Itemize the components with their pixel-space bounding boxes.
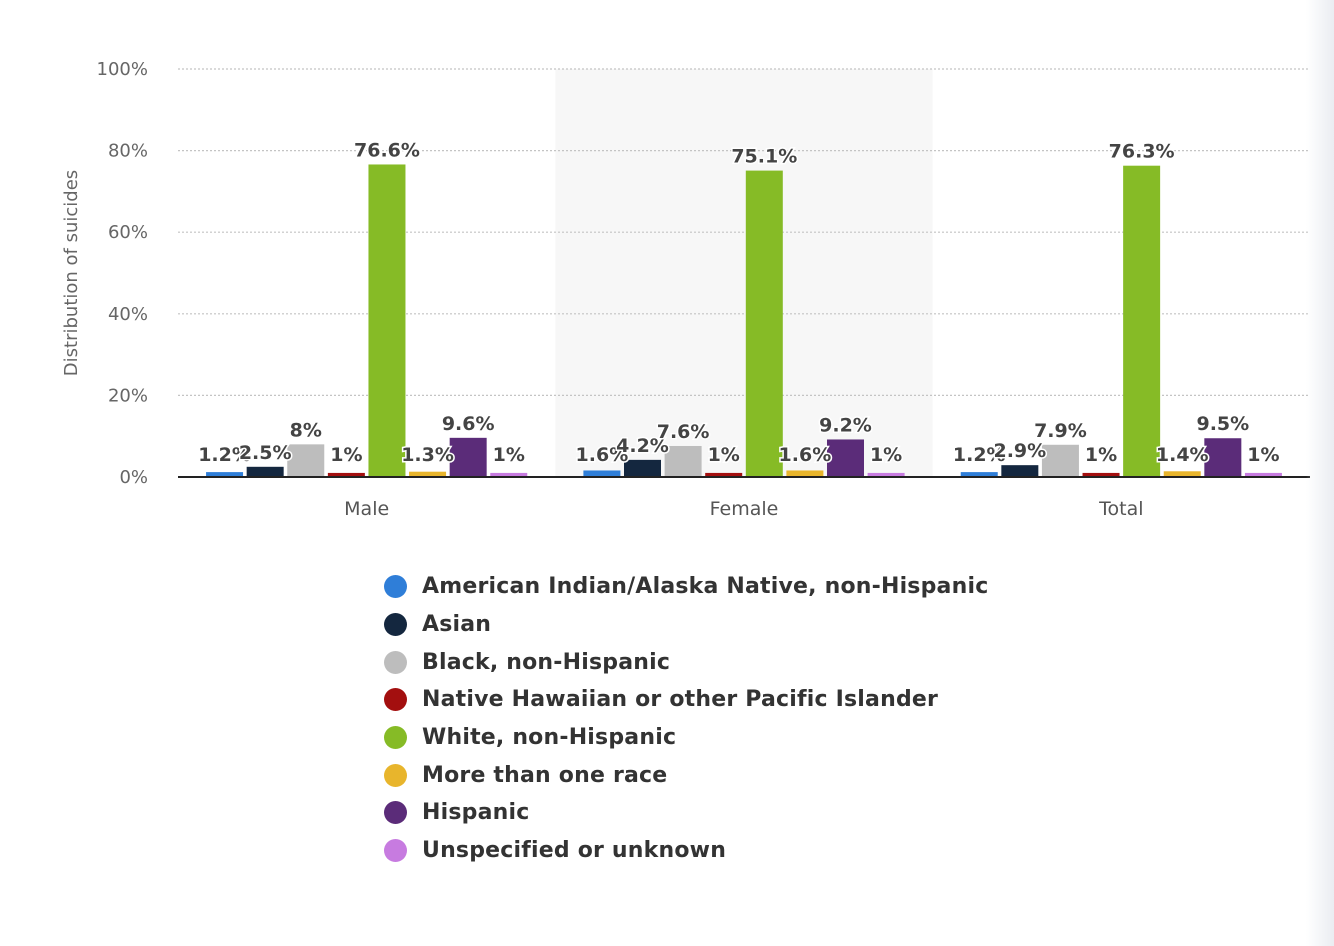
legend-item[interactable]: Black, non-Hispanic (384, 643, 988, 681)
data-labels: 1.2%2.5%8%1%76.6%1.3%9.6%1% 1.6%4.2%7.6%1… (197, 138, 1281, 468)
legend-marker (384, 763, 407, 787)
data-label: 1.2% (953, 444, 1006, 466)
category-highlight-band (555, 69, 933, 477)
data-label: 7.9% (1034, 420, 1087, 442)
data-label: 1.3% (401, 444, 454, 466)
data-label: 7.6% (657, 421, 710, 443)
y-tick-label: 100% (97, 59, 148, 80)
bar (1244, 472, 1282, 477)
bar (1123, 165, 1161, 478)
legend-label: More than one race (422, 762, 668, 788)
data-label: 75.1% (731, 146, 797, 168)
legend-label: Native Hawaiian or other Pacific Islande… (422, 687, 939, 713)
legend-label: Asian (422, 612, 492, 638)
bar (1082, 472, 1120, 477)
bar (786, 470, 824, 477)
data-label: 9.2% (819, 414, 872, 436)
bar (327, 472, 365, 477)
bar (1001, 465, 1039, 477)
bar (664, 445, 702, 477)
data-label: 1.6% (576, 444, 629, 466)
data-label: 2.9% (993, 440, 1046, 462)
legend-item[interactable]: Hispanic (384, 794, 988, 832)
x-axis: Male Female Total (344, 498, 1143, 520)
legend-marker (384, 575, 407, 599)
bar (1041, 444, 1079, 477)
y-tick-label: 0% (119, 467, 148, 488)
legend-label: Hispanic (422, 800, 530, 826)
bar (368, 164, 406, 478)
page-edge-shadow (1306, 0, 1334, 946)
bar (624, 459, 661, 477)
bar (745, 170, 783, 478)
data-label: 1% (870, 444, 902, 466)
data-label: 1.4% (1156, 444, 1209, 466)
bars (206, 164, 1282, 478)
y-tick-label: 60% (108, 222, 148, 243)
data-label: 1% (493, 444, 525, 466)
bar (827, 439, 864, 477)
y-tick-label: 80% (108, 141, 148, 162)
legend-item[interactable]: Native Hawaiian or other Pacific Islande… (384, 681, 988, 719)
bar (246, 466, 284, 477)
gridlines (178, 68, 1310, 396)
legend-label: White, non-Hispanic (422, 725, 677, 751)
bar (960, 472, 998, 477)
bar (490, 472, 528, 477)
bar (1163, 471, 1201, 477)
y-axis-title: Distribution of suicides (61, 170, 82, 376)
legend-label: American Indian/Alaska Native, non-Hispa… (422, 574, 989, 600)
legend-marker (384, 688, 407, 712)
data-label: 1% (330, 444, 362, 466)
legend-item[interactable]: White, non-Hispanic (384, 719, 988, 757)
legend-marker (384, 839, 407, 863)
data-label: 8% (290, 419, 322, 441)
bar (287, 444, 325, 477)
legend: American Indian/Alaska Native, non-Hispa… (384, 568, 988, 870)
legend-marker (384, 650, 407, 674)
data-label: 2.5% (239, 442, 292, 464)
bar (1204, 438, 1242, 477)
bar-chart: 0% 20% 40% 60% 80% 100% Distribution of suici… (61, 59, 1310, 520)
y-tick-label: 40% (108, 304, 148, 325)
data-label: 76.3% (1109, 141, 1175, 163)
data-label: 9.6% (442, 413, 495, 435)
data-label: 1.6% (779, 444, 832, 466)
legend-marker (384, 726, 407, 750)
data-label: 9.5% (1196, 413, 1249, 435)
data-label: 1% (1085, 444, 1117, 466)
legend-marker (384, 613, 407, 637)
bar (206, 472, 244, 477)
legend-label: Black, non-Hispanic (422, 649, 671, 675)
bar (449, 437, 487, 477)
x-tick-label: Female (710, 498, 779, 520)
bar (409, 471, 447, 477)
legend-marker (384, 801, 407, 825)
data-label: 1% (708, 444, 740, 466)
legend-item[interactable]: Asian (384, 606, 988, 644)
legend-item[interactable]: More than one race (384, 756, 988, 794)
x-tick-label: Male (344, 498, 389, 520)
bar (705, 472, 743, 477)
data-label: 1% (1247, 444, 1279, 466)
data-label: 76.6% (354, 139, 420, 161)
legend-item[interactable]: American Indian/Alaska Native, non-Hispa… (384, 568, 988, 606)
x-tick-label: Total (1098, 498, 1143, 520)
bar (867, 472, 905, 477)
y-tick-label: 20% (108, 385, 148, 406)
y-axis: 0% 20% 40% 60% 80% 100% (97, 59, 148, 488)
data-label: 1.2% (198, 444, 251, 466)
bar (583, 470, 621, 477)
data-label: 4.2% (616, 435, 669, 457)
legend-item[interactable]: Unspecified or unknown (384, 832, 988, 870)
legend-label: Unspecified or unknown (422, 838, 727, 864)
